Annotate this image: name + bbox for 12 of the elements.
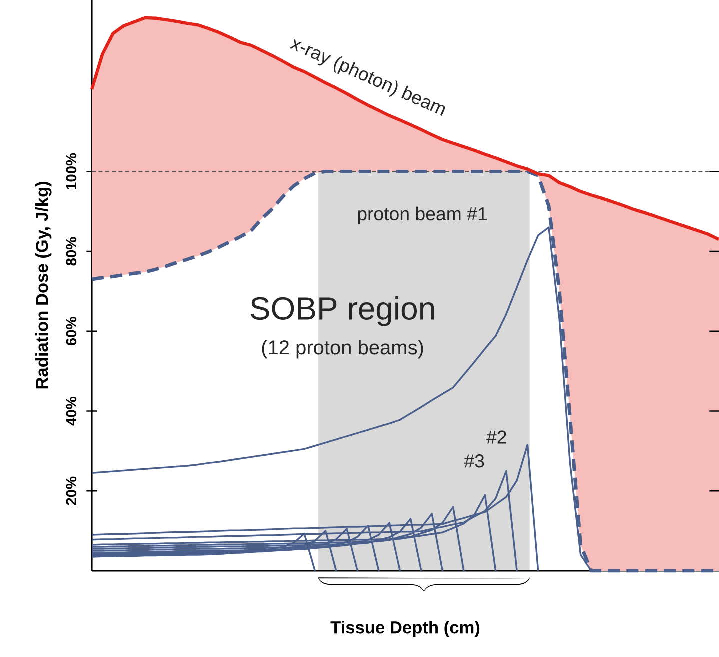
y-tick-label: 80%	[66, 237, 77, 266]
annotation: #3	[464, 454, 484, 468]
annotation: proton beam #1	[358, 206, 487, 224]
y-tick-label: 60%	[66, 317, 77, 346]
y-tick-label: 20%	[66, 476, 77, 506]
x-axis-title: Tissue Depth (cm)	[330, 621, 480, 638]
annotation: SOBP region	[250, 296, 434, 326]
annotation: #2	[486, 430, 506, 444]
y-axis-title: Radiation Dose (Gy, J/kg)	[36, 182, 52, 389]
annotation: (12 proton beams)	[262, 340, 424, 359]
y-tick-label: 100%	[66, 153, 77, 190]
y-tick-label: 40%	[66, 396, 77, 426]
